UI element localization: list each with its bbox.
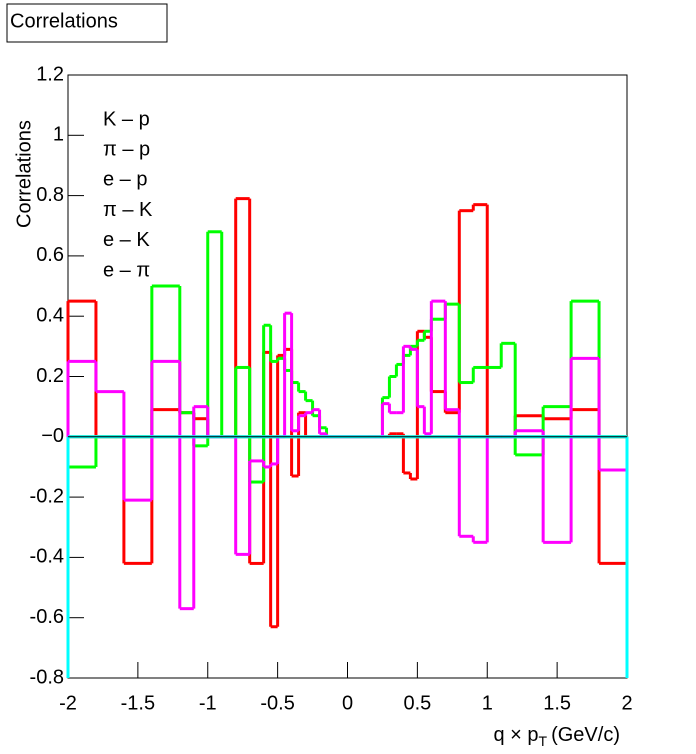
- y-tick-label: 1: [53, 124, 64, 146]
- y-tick-label: 0.2: [36, 365, 64, 387]
- y-tick-label: 0.6: [36, 244, 64, 266]
- y-axis-label: Correlations: [13, 120, 35, 228]
- x-axis-label: q × pT (GeV/c): [493, 724, 620, 748]
- x-label-sub: T: [539, 733, 548, 749]
- y-tick-label: 0.8: [36, 184, 64, 206]
- x-tick-label: -0.5: [260, 692, 294, 714]
- y-tick-label: -0.2: [30, 485, 64, 507]
- x-tick-label: 1: [482, 692, 493, 714]
- x-label-main: q × p: [493, 724, 538, 746]
- y-tick-label: −0: [41, 425, 64, 447]
- y-tick-label: -0.8: [30, 666, 64, 688]
- y-tick-label: 0.4: [36, 304, 64, 326]
- chart-title: Correlations: [10, 10, 118, 32]
- x-tick-label: -2: [59, 692, 77, 714]
- y-tick-label: 1.2: [36, 63, 64, 85]
- x-tick-label: -1.5: [121, 692, 155, 714]
- y-tick-label: -0.6: [30, 606, 64, 628]
- x-tick-label: 0.5: [403, 692, 431, 714]
- legend-entry: e – p: [103, 169, 147, 191]
- legend-entry: π – p: [103, 138, 150, 160]
- x-tick-label: 2: [621, 692, 632, 714]
- legend-entry: π – K: [103, 199, 153, 221]
- legend-entry: e – π: [103, 259, 150, 281]
- x-label-unit: (GeV/c): [551, 724, 620, 746]
- x-tick-label: 1.5: [543, 692, 571, 714]
- y-tick-label: -0.4: [30, 546, 64, 568]
- x-tick-label: 0: [342, 692, 353, 714]
- legend-entry: K – p: [103, 108, 150, 130]
- title-box: [6, 3, 168, 43]
- legend-entry: e – K: [103, 229, 150, 251]
- x-tick-label: -1: [199, 692, 217, 714]
